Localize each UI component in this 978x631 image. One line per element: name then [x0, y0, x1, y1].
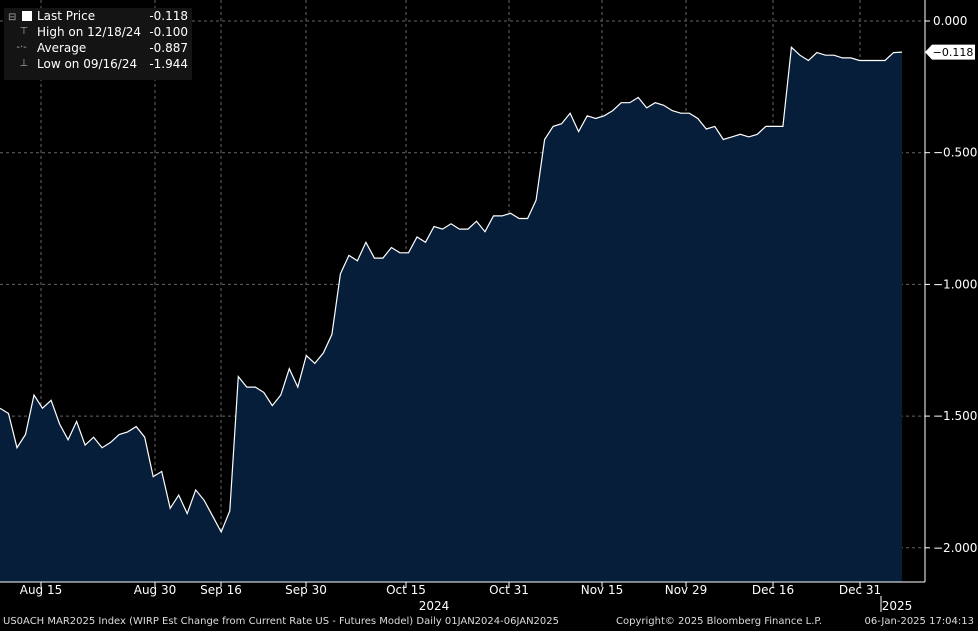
footer-copyright: Copyright© 2025 Bloomberg Finance L.P.	[616, 616, 823, 627]
x-ticks: Aug 15 Aug 30 Sep 16 Sep 30 Oct 15 Oct 31 Nov …	[20, 582, 881, 597]
y-tick-label: −1.000	[933, 277, 977, 291]
legend-swatch	[22, 11, 32, 21]
y-ticks: 0.000 −0.500 −1.000 −1.500 −2.000	[925, 14, 977, 555]
legend-low-label: Low on 09/16/24	[37, 57, 138, 71]
legend-last-price-label: Last Price	[37, 9, 96, 23]
high-marker-icon: ⊤	[10, 26, 29, 37]
legend-average-label: Average	[37, 41, 87, 55]
axes	[0, 0, 926, 583]
last-value-label: −0.118	[933, 46, 974, 59]
x-tick-label: Sep 16	[200, 583, 242, 597]
series-line	[0, 46, 903, 534]
chart-footer: US0ACH MAR2025 Index (WIRP Est Change fr…	[0, 614, 978, 631]
last-value-marker: −0.118	[925, 44, 975, 60]
year-label-2025: 2025	[882, 599, 913, 613]
x-tick-label: Aug 30	[134, 583, 177, 597]
x-tick-label: Dec 16	[752, 583, 794, 597]
legend-last-price: ⊟ Last Price -0.118	[4, 8, 192, 24]
footer-ticker-description: US0ACH MAR2025 Index (WIRP Est Change fr…	[3, 616, 560, 627]
y-tick-label: −1.500	[933, 409, 977, 423]
legend-average: -·- Average -0.887	[4, 40, 192, 56]
y-tick-label: 0.000	[933, 14, 967, 28]
legend-high-value: -0.100	[149, 25, 188, 39]
y-tick-label: −2.000	[933, 541, 977, 555]
chart-legend: ⊟ Last Price -0.118 ⊤ High on 12/18/24 -…	[4, 8, 192, 80]
legend-high-label: High on 12/18/24	[37, 25, 142, 39]
x-tick-label: Oct 31	[489, 583, 529, 597]
y-tick-label: −0.500	[933, 146, 977, 160]
x-tick-label: Dec 31	[839, 583, 881, 597]
average-line-icon: -·-	[10, 42, 27, 53]
x-tick-label: Sep 30	[285, 583, 327, 597]
legend-average-value: -0.887	[149, 41, 188, 55]
x-tick-label: Nov 15	[581, 583, 624, 597]
area-series	[0, 46, 903, 583]
legend-low: ⊥ Low on 09/16/24 -1.944	[4, 56, 192, 72]
year-label-2024: 2024	[419, 599, 450, 613]
legend-toggle-icon[interactable]: ⊟	[8, 12, 17, 23]
x-tick-label: Oct 15	[386, 583, 426, 597]
x-tick-label: Nov 29	[665, 583, 708, 597]
legend-high: ⊤ High on 12/18/24 -0.100	[4, 24, 192, 40]
legend-low-value: -1.944	[149, 57, 188, 71]
series-area-fill	[0, 47, 902, 583]
year-labels: 2024 2025	[419, 596, 913, 613]
x-tick-label: Aug 15	[20, 583, 63, 597]
footer-timestamp: 06-Jan-2025 17:04:13	[864, 616, 974, 627]
low-marker-icon: ⊥	[10, 58, 29, 69]
legend-last-price-value: -0.118	[149, 9, 188, 23]
last-value-tag	[925, 44, 975, 60]
